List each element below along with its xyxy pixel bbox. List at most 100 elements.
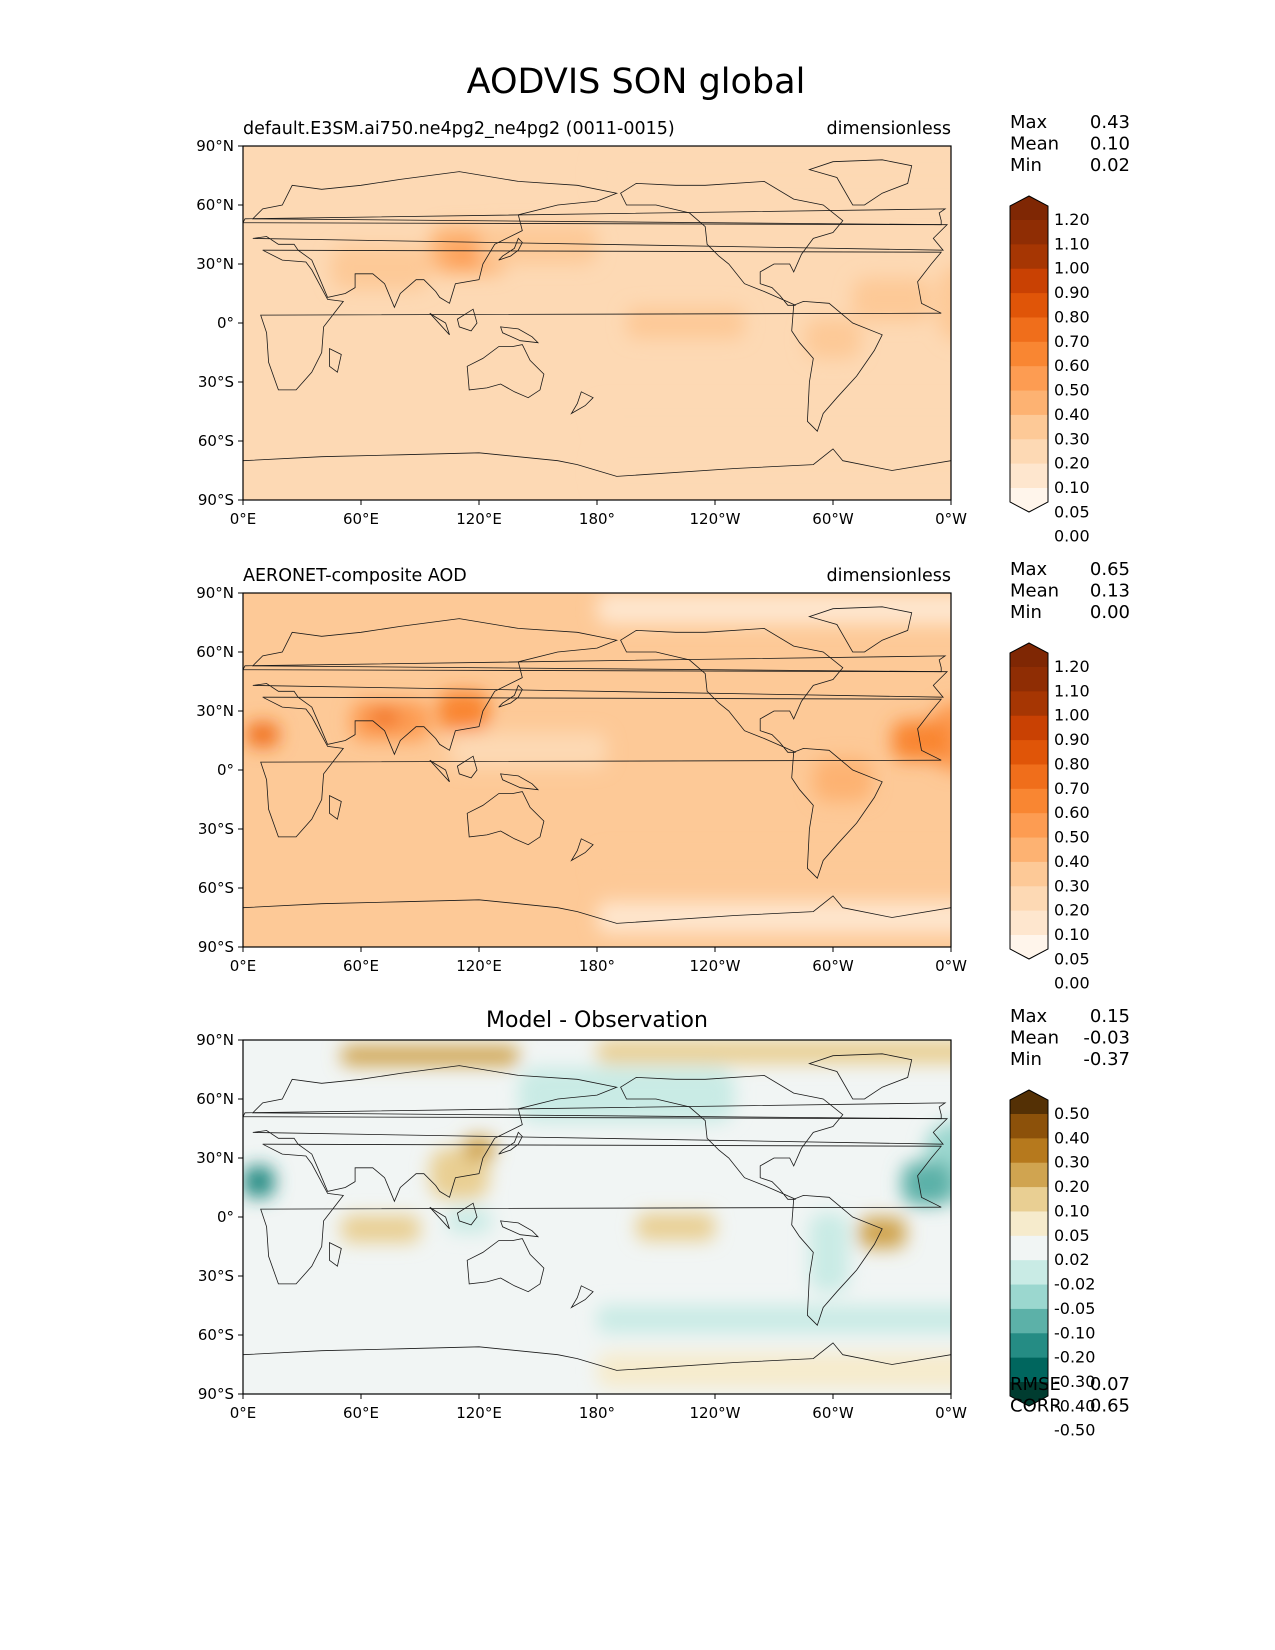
colorbar-tick-label: 1.20 [1054,657,1090,676]
colorbar-tick-label: 0.30 [1054,1153,1090,1172]
colorbar: 0.50 0.40 0.30 0.20 0.10 0.05 0.02 -0.02 -0.05 -0… [1009,1089,1095,1440]
coastline-path [466,344,545,399]
lon-tick-label: 60°E [343,957,379,975]
coastline-path [260,696,943,838]
panel-right-title: dimensionless [826,566,951,586]
colorbar-tick-label: -0.30 [1054,1372,1095,1391]
colorbar-tick-label: 1.10 [1054,681,1090,700]
coastline-path [456,755,478,779]
coastline-path [251,1065,949,1203]
coastline-path [620,180,844,306]
colorbar-band [1010,1187,1048,1212]
colorbar-tick-label: 0.40 [1054,852,1090,871]
metric-label: CORR [1010,1396,1062,1417]
field-anomaly [518,1067,735,1123]
coastlines [243,606,951,947]
metric-value: 0.65 [1090,1396,1130,1417]
lat-tick-label: 30°S [198,820,234,838]
lat-tick-label: 90°N [196,584,234,602]
coastline-path [243,208,947,226]
colorbar-band [1010,1333,1048,1359]
colorbar-tick-label: 0.10 [1054,478,1090,497]
coastline-path [791,1194,883,1326]
panel-left-title: default.E3SM.ai750.ne4pg2_ne4pg2 (0011-0… [243,119,675,139]
lat-tick-label: 0° [217,761,234,779]
field-anomaly [636,1213,715,1241]
stat-label: Max [1010,559,1048,580]
metric-label: RMSE [1010,1374,1061,1395]
colorbar-band [1010,667,1048,692]
colorbar-band [1010,1357,1048,1383]
colorbar-extend-min [1010,488,1048,512]
lat-tick-label: 60°S [198,432,234,450]
colorbar-tick-label: 0.02 [1054,1250,1090,1269]
colorbar-tick-label: 0.70 [1054,779,1090,798]
colorbar-band [1010,317,1048,343]
field-anomaly [447,1209,491,1233]
field-anomaly [331,246,430,290]
coastline-path [498,237,523,261]
lon-tick-label: 0°E [230,957,257,975]
coastline-path [570,391,594,415]
panel-obs: 90°N 60°N 30°N 0° 30°S 60°S 90°S0°E 60°E 120°E 18… [196,559,1130,993]
colorbar-band [1010,220,1048,245]
colorbar-band [1010,1308,1048,1334]
field-anomaly [901,1161,951,1206]
field-layer [243,146,951,500]
stat-value: 0.15 [1090,1006,1130,1027]
colorbar-tick-label: 0.05 [1054,949,1090,968]
lat-tick-label: 30°S [198,1267,234,1285]
colorbar-tick-label: 1.20 [1054,210,1090,229]
colorbar: 1.20 1.10 1.00 0.90 0.80 0.70 0.60 0.50 0.40 0.30… [1009,195,1090,546]
coastline-path [570,838,594,862]
coastline-path [500,326,540,344]
coastline-path [498,684,523,708]
coastlines [243,159,951,500]
colorbar-band [1010,1284,1048,1310]
colorbar-tick-label: 0.05 [1054,1226,1090,1245]
lat-tick-label: 60°S [198,1326,234,1344]
colorbar-tick-label: 0.20 [1054,454,1090,473]
colorbar-band [1010,1260,1048,1286]
field-anomaly [805,319,861,359]
colorbar-tick-label: 0.50 [1054,828,1090,847]
lat-tick-label: 90°N [196,137,234,155]
colorbar-band [1010,1162,1048,1188]
panel-left-title: AERONET-composite AOD [243,566,467,586]
lat-tick-label: 30°N [196,255,234,273]
field-anomaly [597,405,951,430]
coastline-path [456,1202,478,1226]
colorbar-band [1010,691,1048,717]
field-anomaly [246,722,279,747]
field-anomaly [447,246,479,266]
coastline-path [329,1241,342,1267]
field-anomaly [597,852,951,885]
colorbar-band [1010,740,1048,765]
colorbar-tick-label: -0.10 [1054,1323,1095,1342]
colorbar-band [1010,390,1048,416]
colorbar-extend-max [1010,1090,1048,1114]
colorbar-tick-label: 0.10 [1054,1201,1090,1220]
stat-value: 0.65 [1090,559,1130,580]
stat-value: -0.37 [1083,1049,1130,1070]
coastline-path [466,791,545,846]
field-anomaly [809,1213,849,1292]
colorbar-band [1010,439,1048,465]
stat-label: Min [1010,602,1042,623]
field-anomaly [597,1352,951,1389]
colorbar-tick-label: -0.20 [1054,1348,1095,1367]
field-layer [243,1040,951,1394]
field-anomaly [341,1215,420,1243]
lat-tick-label: 30°N [196,702,234,720]
colorbar-band [1010,414,1048,440]
field-anomaly [626,307,745,339]
lon-tick-label: 60°E [343,1404,379,1422]
coastline-path [808,606,913,653]
field-anomaly [813,758,873,802]
field-anomaly [449,732,607,769]
coastline-path [620,1074,844,1200]
coastline-path [329,794,342,820]
stat-label: Max [1010,1006,1048,1027]
colorbar-band [1010,244,1048,270]
colorbar-tick-label: 0.90 [1054,283,1090,302]
